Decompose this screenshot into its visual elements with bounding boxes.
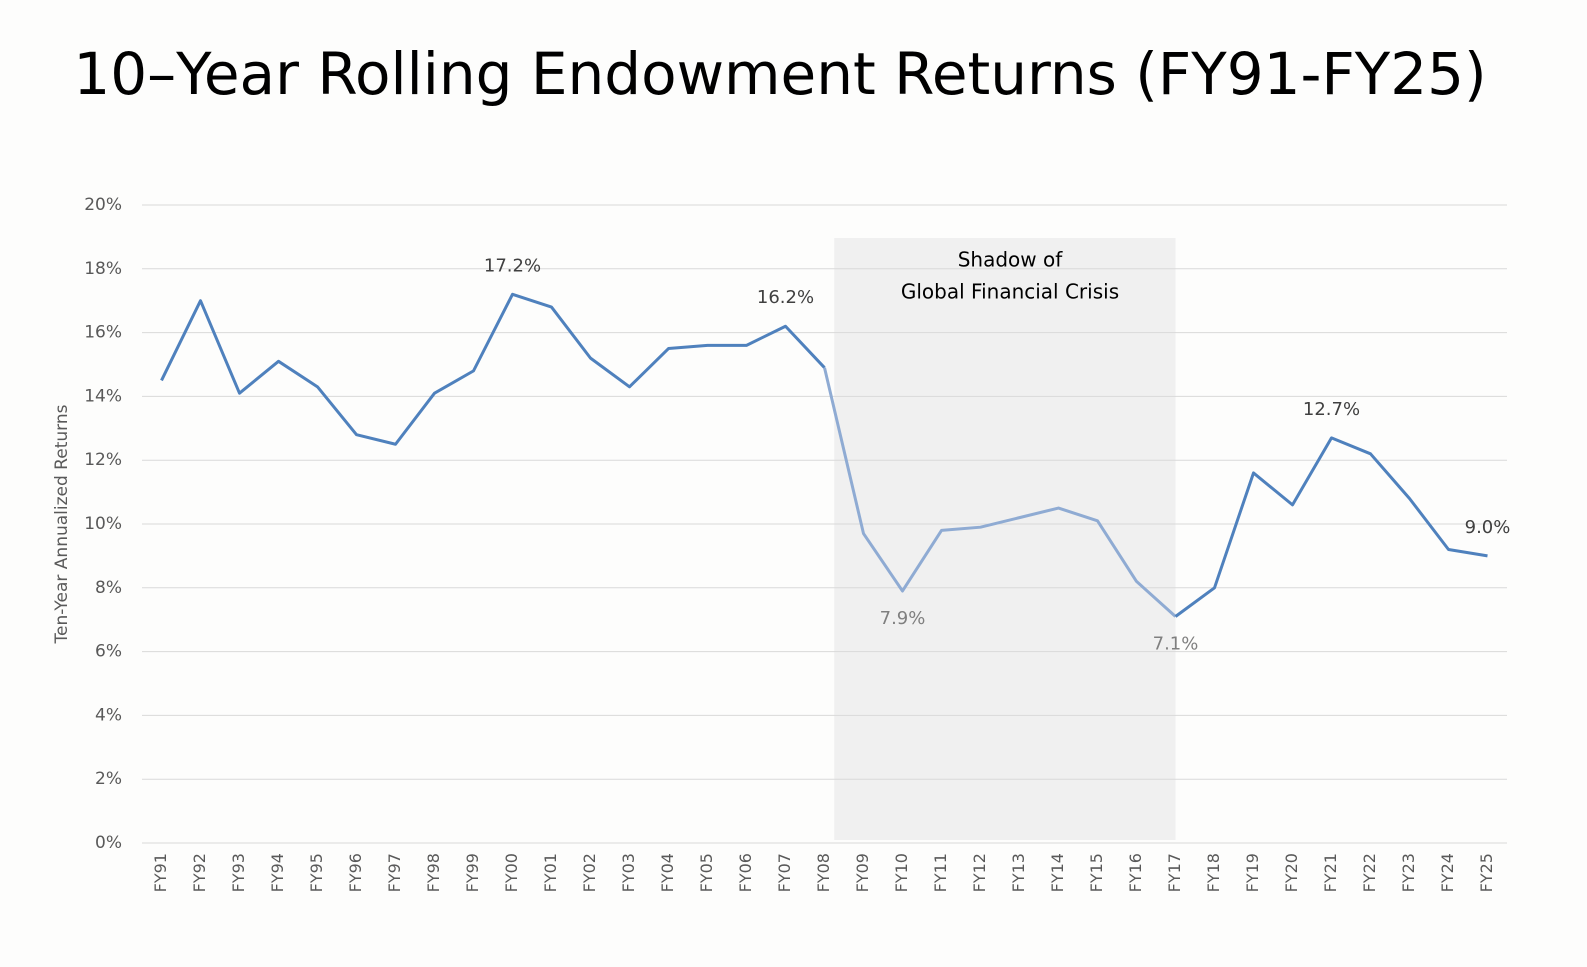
x-tick-label: FY13 — [1009, 853, 1028, 892]
x-tick-label: FY14 — [1048, 853, 1067, 892]
x-tick-label: FY95 — [307, 853, 326, 892]
x-tick-label: FY00 — [502, 853, 521, 892]
x-tick-label: FY94 — [268, 853, 287, 892]
x-tick-label: FY93 — [229, 853, 248, 892]
highlight-region — [834, 238, 1176, 840]
data-label: 12.7% — [1303, 399, 1360, 420]
x-tick-label: FY23 — [1399, 853, 1418, 892]
x-tick-label: FY10 — [892, 853, 911, 892]
y-tick-label: 18% — [84, 259, 122, 279]
y-tick-label: 14% — [84, 386, 122, 406]
x-tick-label: FY97 — [385, 853, 404, 892]
x-tick-label: FY09 — [853, 853, 872, 892]
x-tick-label: FY12 — [970, 853, 989, 892]
x-tick-label: FY24 — [1438, 853, 1457, 892]
data-label: 7.1% — [1153, 634, 1199, 655]
x-tick-label: FY91 — [151, 853, 170, 892]
x-tick-label: FY11 — [931, 853, 950, 892]
x-tick-label: FY20 — [1282, 853, 1301, 892]
highlight-label: Global Financial Crisis — [901, 280, 1119, 304]
x-tick-label: FY96 — [346, 853, 365, 892]
x-tick-label: FY17 — [1165, 853, 1184, 892]
x-tick-label: FY07 — [775, 853, 794, 892]
y-tick-label: 10% — [84, 514, 122, 534]
x-tick-label: FY04 — [658, 853, 677, 892]
y-tick-label: 4% — [95, 705, 122, 725]
chart-title: 10–Year Rolling Endowment Returns (FY91-… — [73, 40, 1486, 108]
x-tick-label: FY92 — [190, 853, 209, 892]
data-label: 7.9% — [880, 608, 926, 629]
y-tick-label: 8% — [95, 578, 122, 598]
x-tick-label: FY16 — [1126, 853, 1145, 892]
x-tick-label: FY05 — [697, 853, 716, 892]
y-tick-label: 20% — [84, 195, 122, 215]
data-label: 9.0% — [1465, 517, 1511, 538]
x-tick-label: FY02 — [580, 853, 599, 892]
y-axis-title: Ten-Year Annualized Returns — [52, 404, 72, 644]
y-tick-label: 2% — [95, 769, 122, 789]
x-tick-label: FY01 — [541, 853, 560, 892]
highlight-label: Shadow of — [958, 248, 1064, 272]
x-tick-label: FY06 — [736, 853, 755, 892]
line-series — [160, 292, 826, 446]
y-tick-label: 12% — [84, 450, 122, 470]
x-tick-label: FY03 — [619, 853, 638, 892]
x-tick-label: FY08 — [814, 853, 833, 892]
x-tick-label: FY22 — [1360, 853, 1379, 892]
y-tick-label: 0% — [95, 833, 122, 853]
x-tick-label: FY18 — [1204, 853, 1223, 892]
y-tick-label: 6% — [95, 642, 122, 662]
y-tick-label: 16% — [84, 323, 122, 343]
x-tick-label: FY99 — [463, 853, 482, 892]
x-tick-label: FY98 — [424, 853, 443, 892]
line-series — [823, 367, 1177, 618]
data-label: 16.2% — [757, 287, 814, 308]
x-tick-label: FY21 — [1321, 853, 1340, 892]
data-label: 17.2% — [484, 255, 541, 276]
x-tick-label: FY25 — [1477, 853, 1496, 892]
x-tick-label: FY19 — [1243, 853, 1262, 892]
line-series — [1174, 436, 1488, 618]
x-tick-label: FY15 — [1087, 853, 1106, 892]
